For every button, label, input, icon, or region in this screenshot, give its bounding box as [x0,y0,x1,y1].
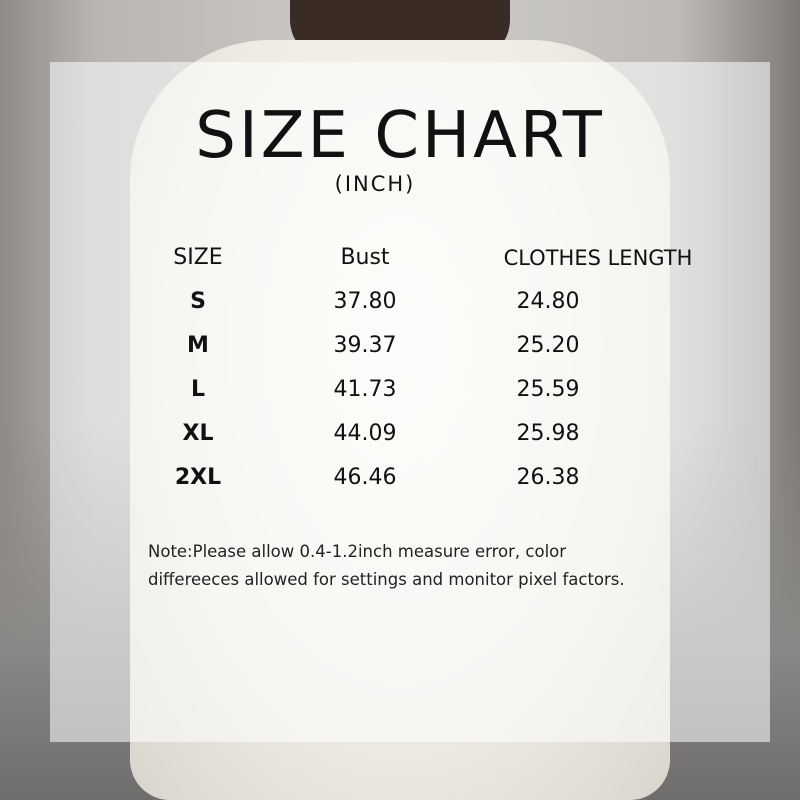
header-bust: Bust [340,245,390,270]
note: Note:Please allow 0.4-1.2inch measure er… [148,538,625,594]
bust-cell: 44.09 [333,421,397,446]
header-size: SIZE [173,245,223,270]
size-cell: 2XL [174,465,222,490]
length-cell: 25.98 [516,421,580,446]
size-cell: M [187,333,209,358]
length-cell: 26.38 [516,465,580,490]
length-cell: 25.59 [516,377,580,402]
note-line: Note:Please allow 0.4-1.2inch measure er… [148,542,567,561]
bust-cell: 37.80 [333,289,397,314]
bust-cell: 39.37 [333,333,397,358]
header-length: CLOTHES LENGTH [503,246,693,270]
bust-cell: 46.46 [333,465,397,490]
size-cell: XL [182,421,214,446]
chart-title: SIZE CHART [195,99,605,173]
bust-cell: 41.73 [333,377,397,402]
size-cell: L [190,377,206,402]
size-cell: S [190,289,206,314]
size-chart-panel [50,62,770,742]
length-cell: 25.20 [516,333,580,358]
note-line: differeeces allowed for settings and mon… [148,570,625,589]
length-cell: 24.80 [516,289,580,314]
chart-unit: (INCH) [334,172,416,196]
